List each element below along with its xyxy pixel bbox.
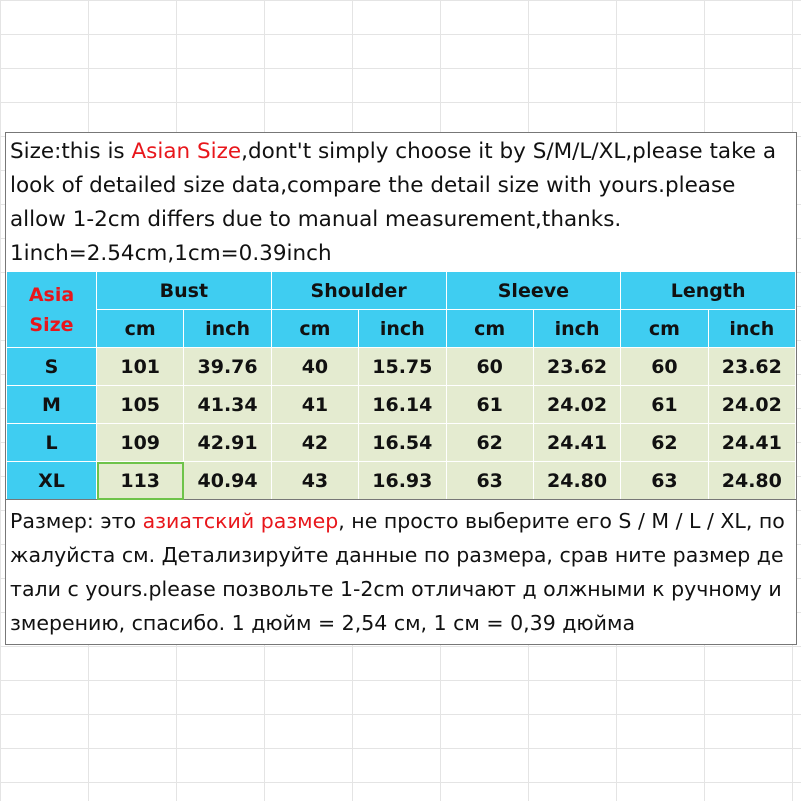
text: , не просто выберите его S / M / L / XL,… [10,509,785,635]
table-row: M 105 41.34 41 16.14 61 24.02 61 24.02 [6,385,797,424]
table-cell: Sleeve [445,271,622,310]
table-cell: 24.41 [532,423,622,462]
table-cell: XL [6,461,97,500]
table-cell: 16.93 [358,461,447,500]
table-cell: 41.34 [183,385,272,424]
table-cell: inch [183,309,272,348]
table-cell: cm [445,309,534,348]
table-cell: inch [358,309,447,348]
table-row: Asia Size Bust Shoulder Sleeve Length [6,271,796,348]
table-cell: inch [707,309,797,348]
table-cell: 63 [445,461,534,500]
table-cell: M [6,385,97,424]
intro-note: Size:this is Asian Size,dont't simply ch… [6,133,796,271]
text: ,dont't simply choose it by S/M/L/XL,ple… [10,139,776,266]
table-cell: 109 [95,423,185,462]
table-cell: cm [620,309,709,348]
table-cell: inch [532,309,622,348]
table-cell: S [6,347,97,386]
table-cell: 62 [445,423,534,462]
table-cell: 60 [445,347,534,386]
table-cell: cm [95,309,185,348]
table-cell: Bust [96,271,272,310]
table-cell: 105 [95,385,185,424]
table-cell: L [6,423,97,462]
table-row: XL 113 40.94 43 16.93 63 24.80 63 24.80 [6,461,797,500]
table-cell: Asia Size [6,271,97,348]
table-row: L 109 42.91 42 16.54 62 24.41 62 24.41 [6,423,797,462]
table-row: S 101 39.76 40 15.75 60 23.62 60 23.62 [6,347,797,386]
table-cell: 42.91 [183,423,272,462]
table-cell: 101 [95,347,185,386]
table-cell: 16.54 [358,423,447,462]
highlight: Asian Size [131,139,242,164]
table-cell: 24.02 [707,385,797,424]
table-cell: 24.80 [532,461,622,500]
table-cell: Shoulder [270,271,447,310]
table-cell: 61 [445,385,534,424]
table-cell: Length [620,271,796,310]
table-cell: 39.76 [183,347,272,386]
text: Size:this is [10,139,132,164]
table-cell: 62 [620,423,709,462]
table-cell: cm [270,309,360,348]
outro-note: Размер: это азиатский размер, не просто … [6,500,796,644]
table-cell: 113 [95,461,185,500]
table-cell: 40.94 [183,461,272,500]
table-cell: 60 [620,347,709,386]
table-cell: 23.62 [532,347,622,386]
size-table: Asia Size Bust Shoulder Sleeve Length cm inch c… [6,271,797,500]
table-cell: 42 [270,423,360,462]
highlight: азиатский размер [142,509,339,533]
size-chart: Size:this is Asian Size,dont't simply ch… [5,132,797,645]
table-cell: 40 [270,347,360,386]
table-cell: 63 [620,461,709,500]
table-cell: 16.14 [358,385,447,424]
table-cell: 43 [270,461,360,500]
table-cell: 41 [270,385,360,424]
table-cell: 24.02 [532,385,622,424]
table-cell: 24.41 [707,423,797,462]
text: Размер: это [10,509,143,533]
table-row: cm inch cm inch cm inch cm inch [7,309,797,348]
table-cell: 24.80 [707,461,797,500]
table-cell: 23.62 [707,347,797,386]
table-cell: 15.75 [358,347,447,386]
table-cell: 61 [620,385,709,424]
